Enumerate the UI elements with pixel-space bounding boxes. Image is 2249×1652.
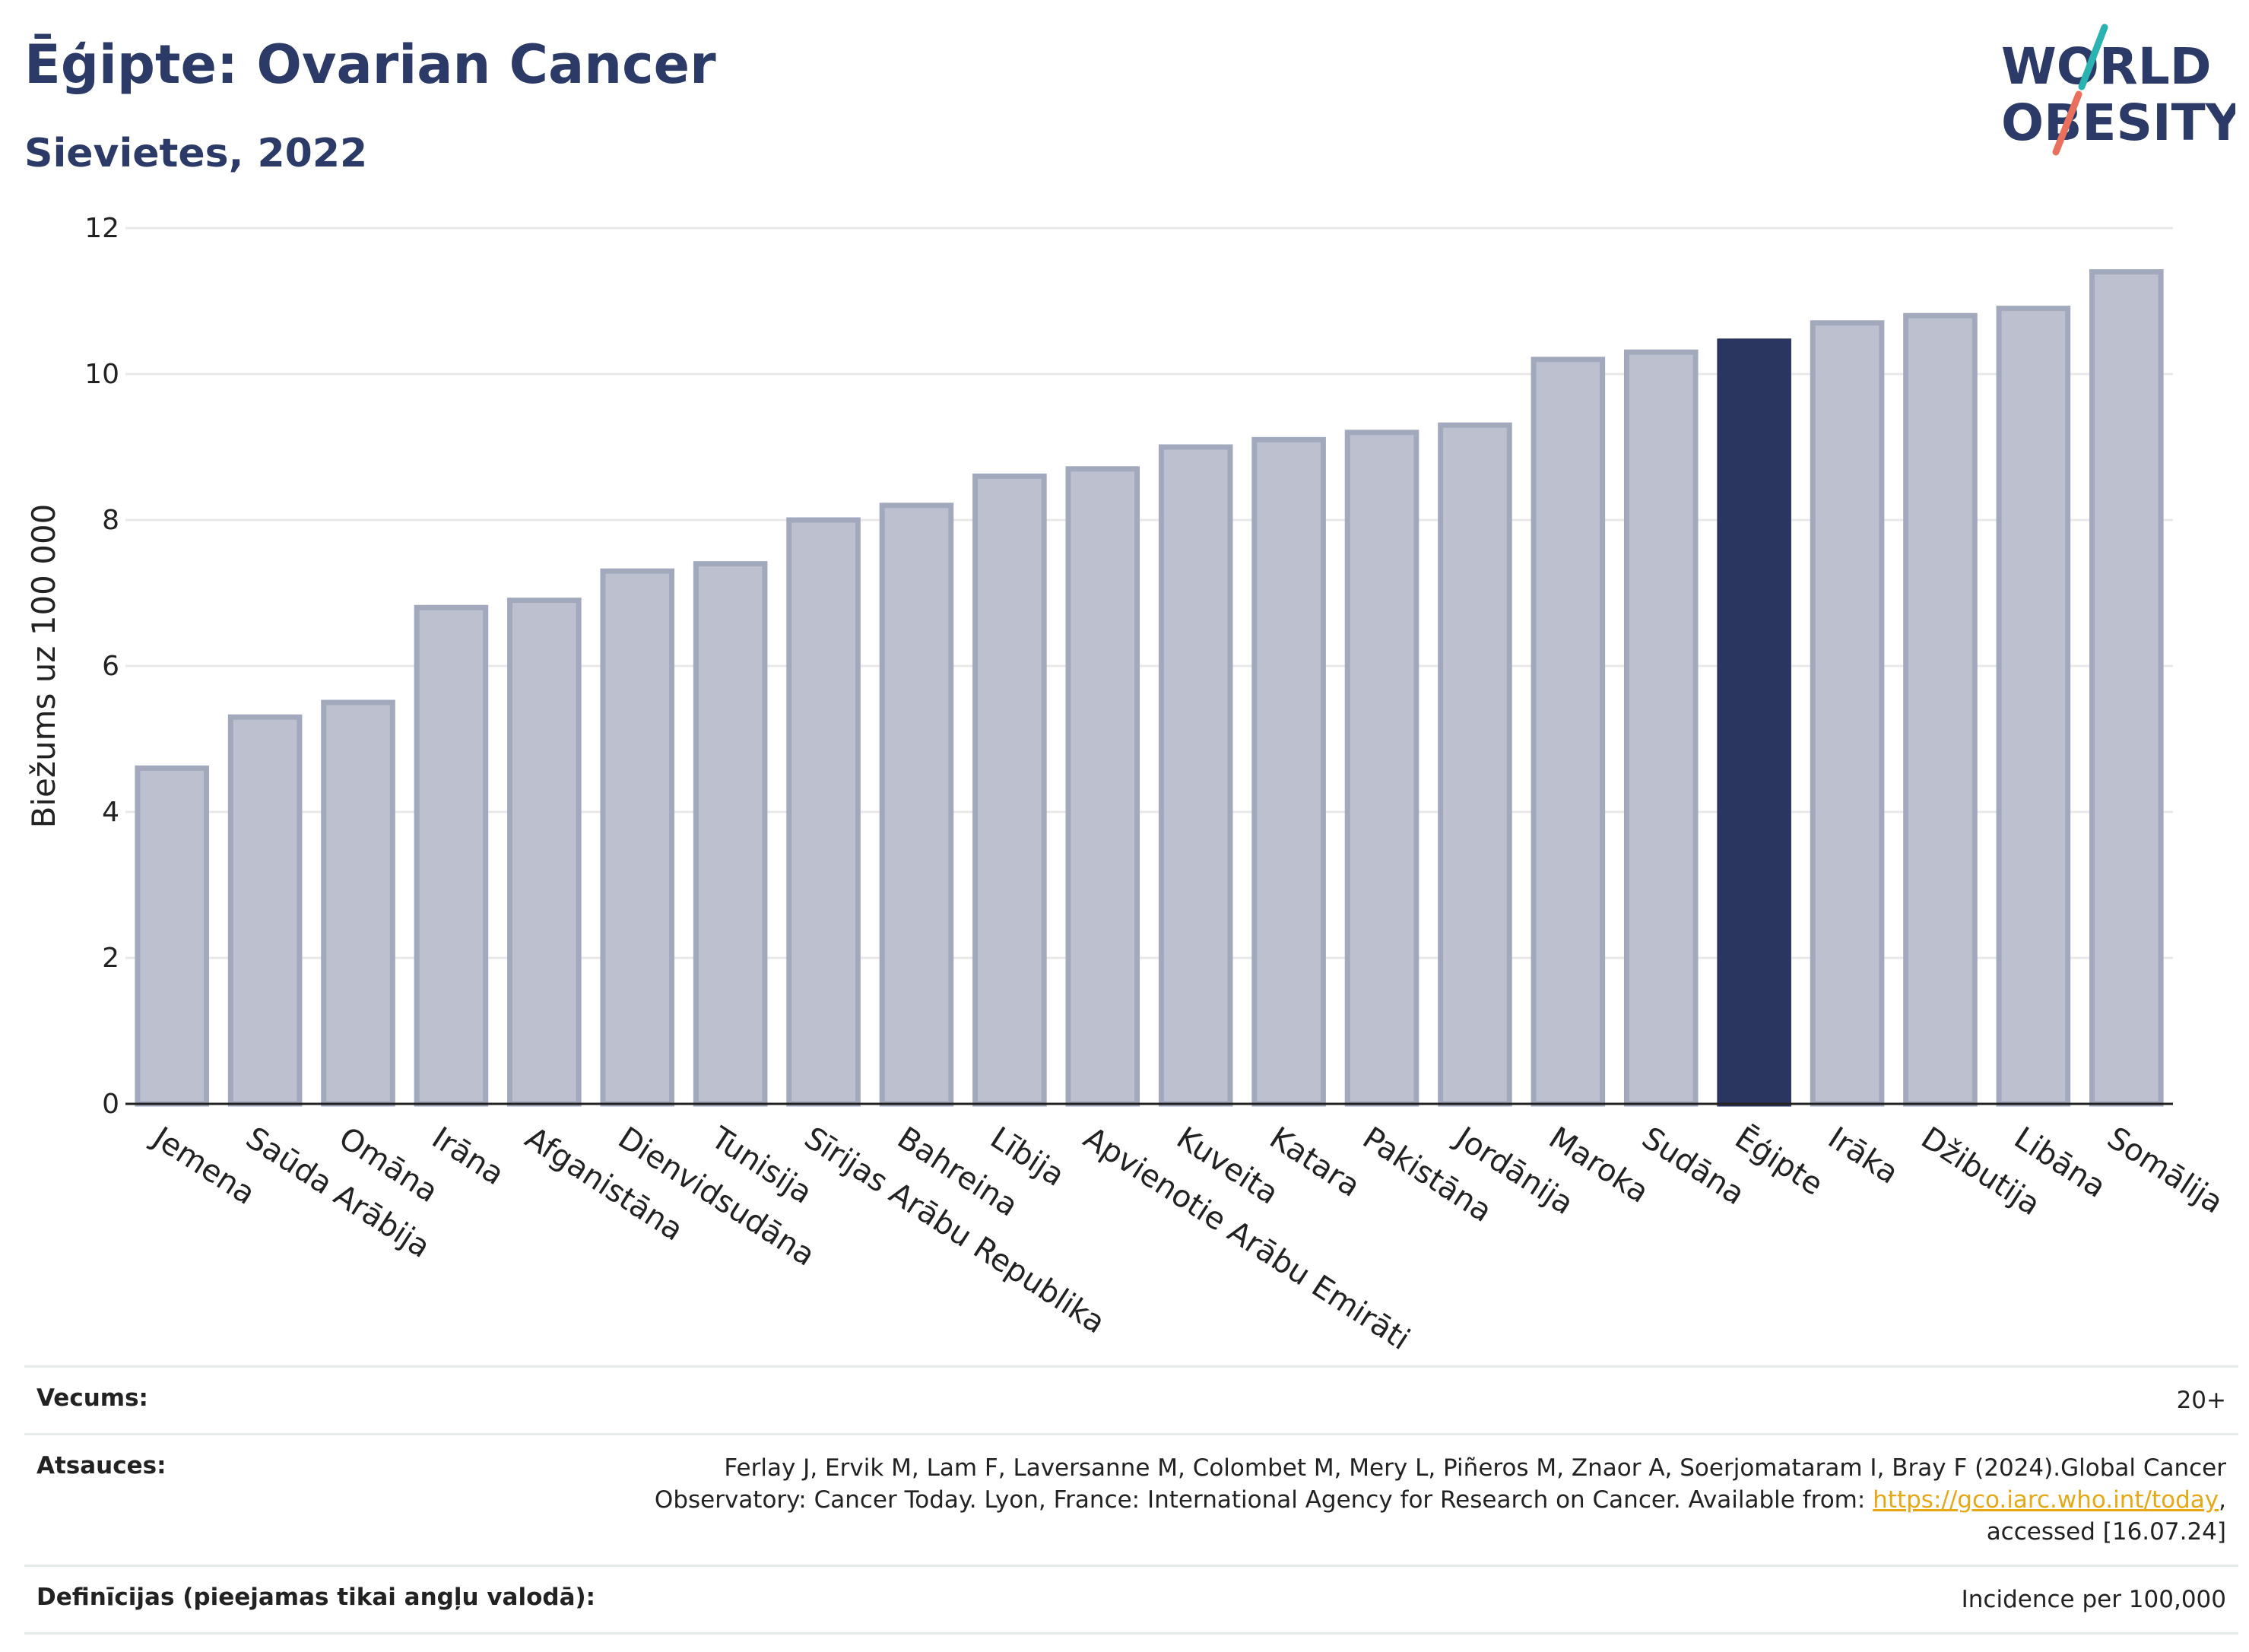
bar-3 bbox=[414, 604, 489, 1107]
bar-9 bbox=[972, 473, 1047, 1107]
bar-7 bbox=[786, 517, 861, 1107]
references-text-3: , bbox=[2219, 1486, 2226, 1514]
bar-8 bbox=[879, 503, 954, 1107]
x-tick-label-0: Jemena bbox=[144, 1119, 261, 1212]
metadata-table: Vecums: 20+ Atsauces: Ferlay J, Ervik M,… bbox=[24, 1365, 2238, 1635]
meta-row-references: Atsauces: Ferlay J, Ervik M, Lam F, Lave… bbox=[24, 1433, 2238, 1565]
y-tick-label-0: 0 bbox=[102, 1089, 119, 1120]
y-tick-label-3: 6 bbox=[102, 651, 119, 682]
x-tick-label-18: Irāka bbox=[1822, 1121, 1905, 1191]
bar-2 bbox=[321, 699, 395, 1107]
y-tick-label-5: 10 bbox=[84, 359, 119, 390]
x-tick-label-21: Somālija bbox=[2101, 1121, 2229, 1221]
references-text-1: Ferlay J, Ervik M, Lam F, Laversanne M, … bbox=[724, 1454, 2226, 1482]
bars-layer bbox=[135, 269, 2164, 1107]
bar-10 bbox=[1065, 466, 1140, 1107]
bar-15 bbox=[1531, 357, 1606, 1107]
bar-4 bbox=[507, 598, 582, 1107]
bar-6 bbox=[693, 561, 768, 1107]
x-tick-label-16: Sudāna bbox=[1635, 1121, 1750, 1213]
references-text-2: Observatory: Cancer Today. Lyon, France:… bbox=[654, 1486, 1873, 1514]
bar-12 bbox=[1251, 436, 1326, 1107]
logo-text-obesity: OBESITY bbox=[2001, 94, 2235, 152]
bar-17 bbox=[1717, 338, 1791, 1107]
definitions-value: Incidence per 100,000 bbox=[1961, 1586, 2226, 1613]
bar-14 bbox=[1438, 422, 1512, 1107]
bar-1 bbox=[227, 714, 303, 1107]
y-axis-label: Biežums uz 100 000 bbox=[25, 504, 62, 829]
logo-slash-coral bbox=[2052, 90, 2082, 156]
bar-19 bbox=[1903, 312, 1978, 1107]
x-tick-label-4: Afganistāna bbox=[519, 1121, 689, 1248]
y-tick-label-4: 8 bbox=[102, 505, 119, 536]
definitions-label: Definīcijas (pieejamas tikai angļu valod… bbox=[36, 1584, 596, 1611]
meta-row-age: Vecums: 20+ bbox=[24, 1365, 2238, 1433]
age-label: Vecums: bbox=[36, 1384, 148, 1412]
bar-16 bbox=[1623, 349, 1699, 1107]
references-label: Atsauces: bbox=[36, 1452, 167, 1479]
y-tick-label-2: 4 bbox=[102, 797, 119, 828]
world-obesity-logo: WORLD OBESITY bbox=[2001, 24, 2235, 156]
logo-slash-teal bbox=[2078, 24, 2108, 90]
x-tick-label-12: Katara bbox=[1264, 1121, 1366, 1204]
y-tick-label-1: 2 bbox=[102, 943, 119, 974]
bar-18 bbox=[1810, 320, 1885, 1107]
page-subtitle: Sievietes, 2022 bbox=[24, 131, 368, 176]
x-tick-label-10: Apvienotie Arābu Emirāti bbox=[1077, 1121, 1416, 1357]
logo-text-world: WORLD bbox=[2001, 37, 2212, 96]
page-title: Ēģipte: Ovarian Cancer bbox=[24, 33, 716, 96]
bar-5 bbox=[600, 568, 675, 1107]
bar-20 bbox=[1996, 306, 2071, 1107]
bar-11 bbox=[1158, 444, 1233, 1107]
meta-row-definitions: Definīcijas (pieejamas tikai angļu valod… bbox=[24, 1565, 2238, 1635]
bar-13 bbox=[1344, 430, 1420, 1107]
bar-21 bbox=[2089, 269, 2164, 1107]
references-value: Ferlay J, Ervik M, Lam F, Laversanne M, … bbox=[655, 1452, 2226, 1548]
age-value: 20+ bbox=[2176, 1387, 2226, 1414]
y-tick-label-6: 12 bbox=[84, 213, 119, 244]
bar-0 bbox=[135, 765, 209, 1107]
references-link[interactable]: https://gco.iarc.who.int/today bbox=[1873, 1486, 2219, 1514]
references-text-4: accessed [16.07.24] bbox=[1986, 1518, 2226, 1546]
